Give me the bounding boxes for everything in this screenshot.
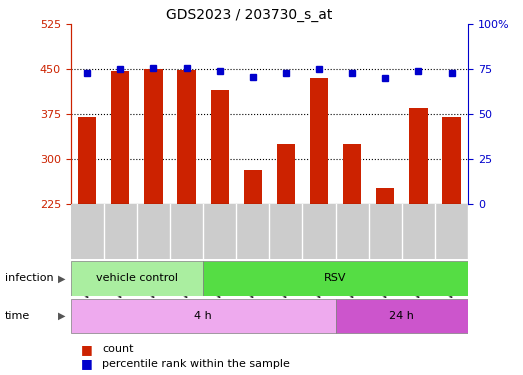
Bar (144, 69, 163, 204)
Text: count: count (102, 345, 133, 354)
Text: 4 h: 4 h (194, 311, 212, 321)
Bar (203, 261, 468, 296)
Text: infection: infection (5, 273, 54, 284)
Text: time: time (5, 311, 30, 321)
Bar (310, 78, 328, 204)
Text: RSV: RSV (324, 273, 347, 284)
Text: ■: ■ (81, 357, 93, 370)
Bar (442, 117, 461, 204)
Bar (410, 108, 427, 204)
Bar (71, 299, 336, 333)
Bar (336, 299, 468, 333)
Text: vehicle control: vehicle control (96, 273, 178, 284)
Bar (177, 70, 196, 204)
Bar (277, 144, 295, 204)
Bar (78, 117, 96, 204)
Text: ▶: ▶ (58, 311, 65, 321)
Text: ■: ■ (81, 343, 93, 356)
Bar (211, 90, 229, 204)
Bar (111, 70, 129, 204)
Bar (343, 144, 361, 204)
Bar (244, 170, 262, 204)
Text: percentile rank within the sample: percentile rank within the sample (102, 359, 290, 369)
Bar (376, 188, 394, 204)
Text: ▶: ▶ (58, 273, 65, 284)
Bar (71, 261, 203, 296)
Title: GDS2023 / 203730_s_at: GDS2023 / 203730_s_at (166, 8, 333, 22)
Text: 24 h: 24 h (390, 311, 414, 321)
